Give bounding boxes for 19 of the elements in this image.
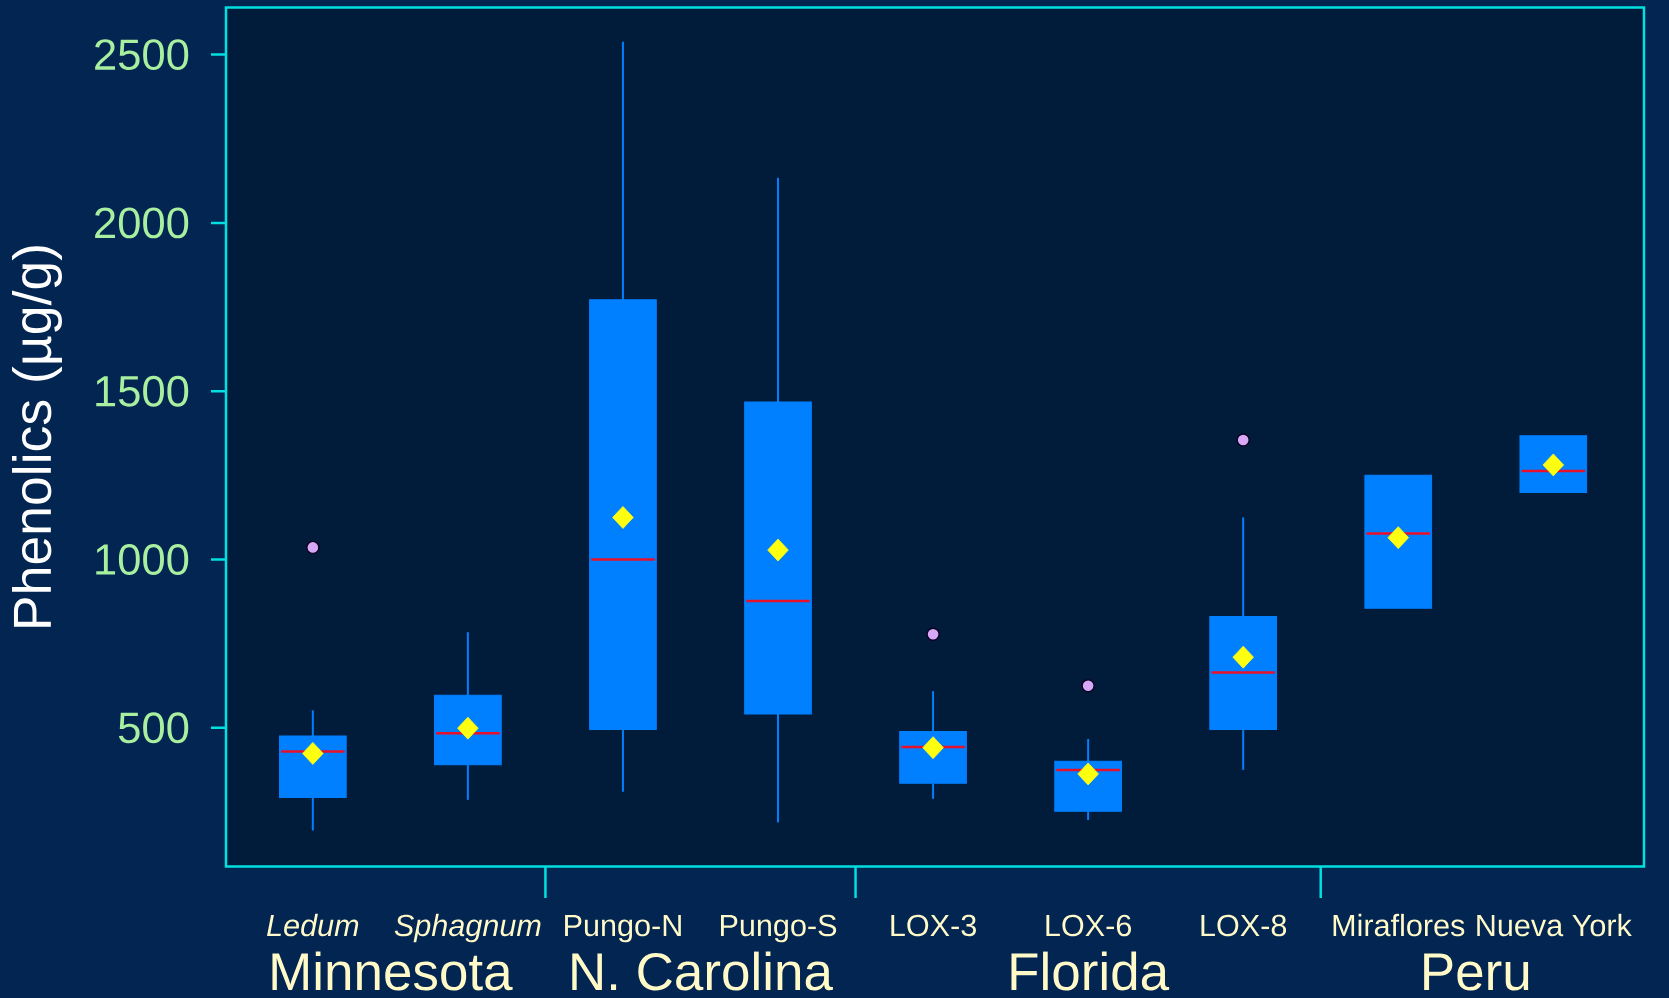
x-tick-label: LOX-6 [1046, 914, 1132, 937]
x-tick-label: Pungo-N [565, 914, 681, 943]
y-tick-label: 1000 [96, 544, 189, 575]
x-tick-label: Ledum [267, 913, 359, 937]
y-tick-label: 2000 [95, 207, 189, 239]
x-tick-label: Miraflores [1333, 913, 1465, 937]
text: N. Carolina [572, 951, 833, 991]
x-tick-label: Pungo-S [720, 914, 837, 943]
y-tick-label: 1500 [96, 375, 189, 407]
y-tick-label: 500 [118, 712, 189, 744]
x-tick-label: Nueva York [1477, 913, 1632, 937]
text: Florida [1011, 951, 1170, 991]
x-tick-label: LOX-3 [891, 914, 976, 937]
x-tick-label: LOX-8 [1201, 914, 1287, 937]
y-axis-title: Phenolics (µg/g) [12, 246, 62, 627]
y-tick-label: 2500 [95, 39, 189, 71]
x-tick-label: Sphagnum [394, 913, 541, 943]
text: Minnesota [272, 951, 513, 991]
text: Peru [1424, 953, 1529, 991]
